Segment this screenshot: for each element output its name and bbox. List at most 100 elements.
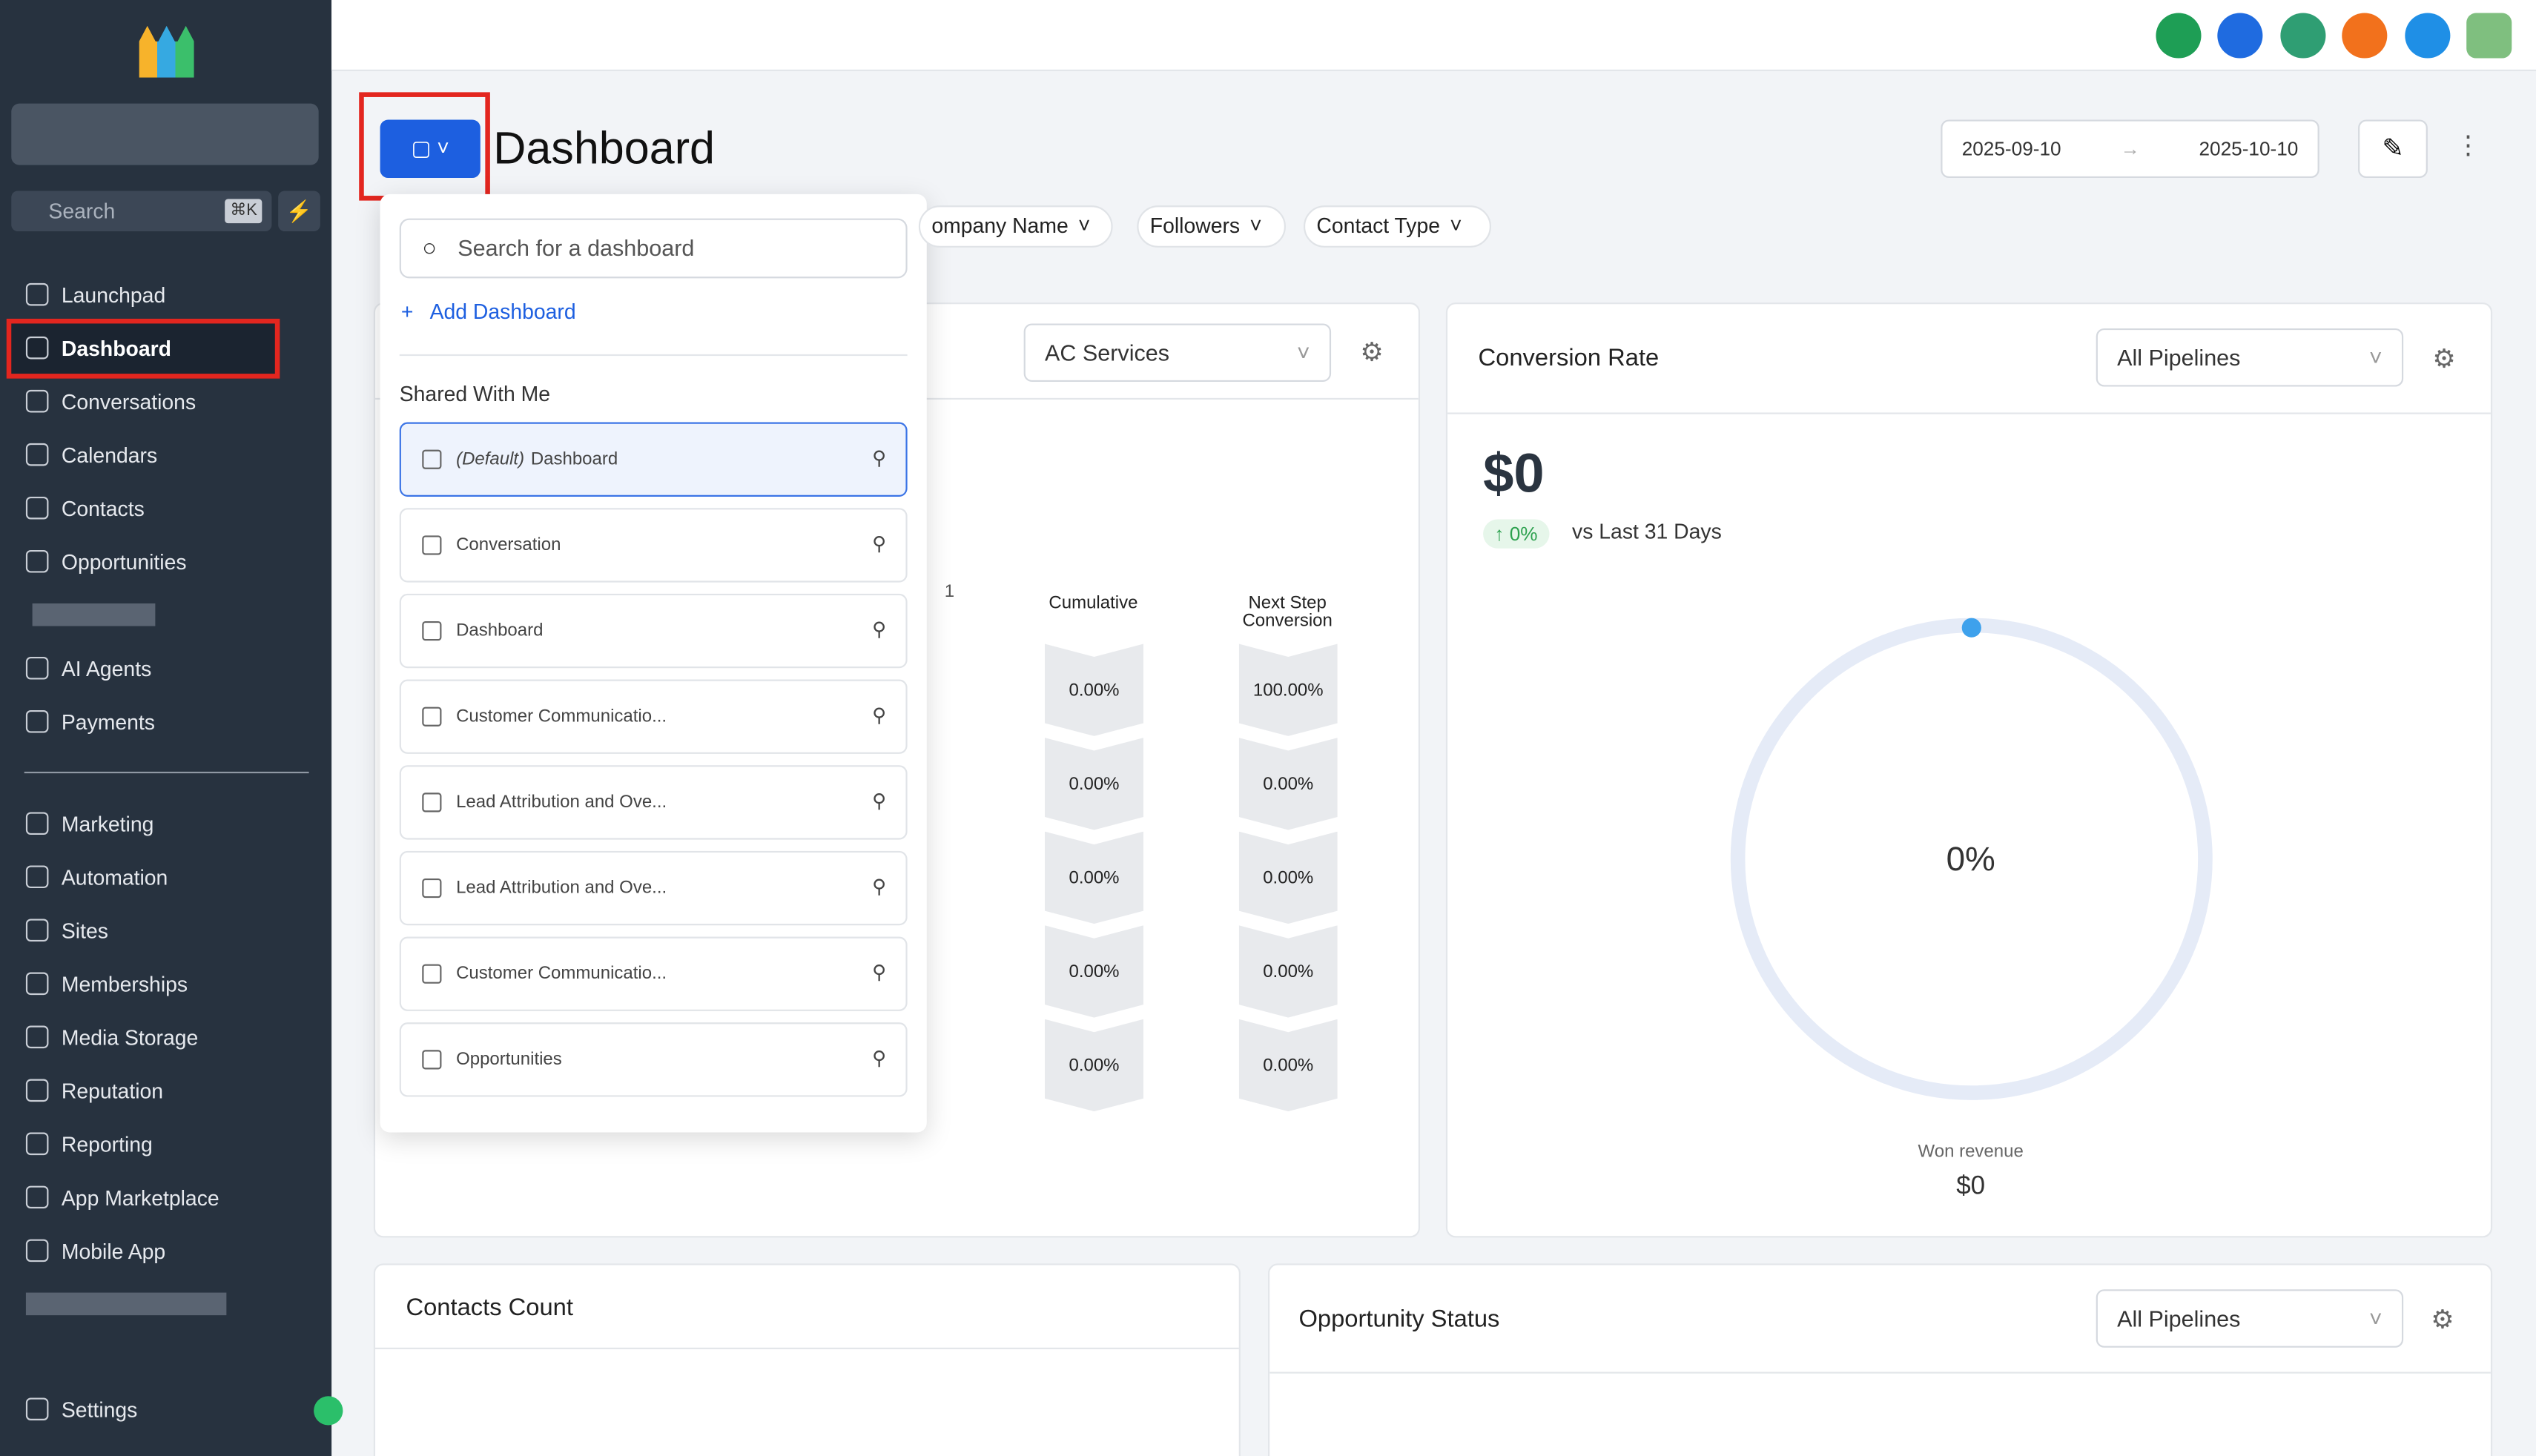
dashboard-item[interactable]: (Default) Dashboard ⚲ [399, 422, 908, 497]
nav-item[interactable]: Media Storage [25, 1019, 317, 1055]
nav-item[interactable]: Reporting [25, 1126, 317, 1162]
column-header: Next Step Conversion [1242, 593, 1333, 632]
nav-label: Automation [61, 864, 168, 890]
filter[interactable]: ompany Name ˅ [918, 205, 1113, 248]
item-label: Opportunities [456, 1050, 562, 1070]
pin-button[interactable]: ⚲ [872, 961, 887, 984]
change-badge: ↑ 0% [1483, 519, 1549, 549]
funnel-cell: 0.00% [1239, 832, 1338, 924]
nav-label: AI Agents [61, 655, 152, 681]
nav-label: Reporting [61, 1131, 153, 1156]
nav-label: Contacts [61, 495, 145, 520]
pin-button[interactable]: ⚲ [872, 789, 887, 813]
pin-button[interactable]: ⚲ [872, 1046, 887, 1070]
dashboard-item[interactable]: Customer Communicatio... ⚲ [399, 679, 908, 754]
dashboard-item[interactable]: Opportunities ⚲ [399, 1022, 908, 1097]
more-button[interactable]: ⋮ [2454, 132, 2481, 161]
top-bar [331, 0, 2536, 72]
nav-item[interactable]: Marketing [25, 806, 317, 841]
profile-button[interactable] [2466, 13, 2512, 59]
funnel-cell: 100.00% [1239, 644, 1338, 736]
nav-item[interactable]: AI Agents [25, 650, 317, 686]
funnel-cell: 0.00% [1045, 925, 1143, 1017]
won-value: $0 [1956, 1173, 1986, 1201]
nav-item[interactable]: Settings [25, 1392, 317, 1427]
nav-item[interactable]: Calendars [25, 437, 317, 472]
sidebar: Search ⌘K ⚡ Settings Launchpad Dashboard Co… [0, 0, 343, 1456]
dropdown-search[interactable]: ○ Search for a dashboard [399, 218, 908, 279]
settings-button[interactable]: ⚙ [2431, 1307, 2454, 1335]
item-label: Dashboard [530, 449, 618, 469]
column-header: 1 [944, 582, 955, 602]
select-value: All Pipelines [2117, 1306, 2241, 1331]
pin-button[interactable]: ⚲ [872, 618, 887, 641]
filter[interactable]: Followers ˅ [1137, 205, 1286, 248]
add-dashboard[interactable]: + Add Dashboard [400, 299, 576, 324]
nav-item[interactable]: Conversations [25, 383, 317, 419]
notifications-button[interactable] [2342, 13, 2388, 59]
select[interactable]: All Pipelines ˅ [2096, 1289, 2404, 1348]
dashboard-item[interactable]: Customer Communicatio... ⚲ [399, 936, 908, 1011]
nav-item[interactable]: Payments [25, 704, 317, 739]
dashboard-item[interactable]: Conversation ⚲ [399, 508, 908, 583]
filter-label: ompany Name [931, 214, 1069, 238]
date-range[interactable]: 2025-09-10 → 2025-10-10 [1941, 119, 2319, 179]
highlight-box [6, 318, 280, 379]
nav-item[interactable]: Opportunities [25, 543, 317, 579]
gauge-marker [1961, 618, 1981, 638]
item-label: Lead Attribution and Ove... [456, 878, 667, 899]
search[interactable]: Search ⌘K [11, 191, 272, 232]
contacts-card: Contacts Count [373, 1263, 1241, 1456]
nav-label: App Marketplace [61, 1185, 219, 1210]
nav-item[interactable]: App Marketplace [25, 1179, 317, 1215]
pin-button[interactable]: ⚲ [872, 446, 887, 469]
period: vs Last 31 Days [1572, 519, 1722, 544]
gauge-value: 0% [1946, 841, 1995, 878]
dashboard-item[interactable]: Lead Attribution and Ove... ⚲ [399, 850, 908, 926]
shortcut: ⌘K [225, 199, 262, 224]
select-value: All Pipelines [2117, 344, 2241, 371]
phone-button[interactable] [2156, 13, 2202, 59]
item-label: Lead Attribution and Ove... [456, 792, 667, 813]
collapse-button[interactable] [314, 1396, 343, 1426]
funnel-cell: 0.00% [1239, 1019, 1338, 1111]
chevron: ˅ [1249, 214, 1262, 238]
edit-button[interactable]: ✎ [2358, 119, 2428, 179]
select[interactable]: AC Services ˅ [1023, 323, 1332, 383]
select-value: AC Services [1045, 340, 1170, 366]
funnel-cell: 0.00% [1239, 925, 1338, 1017]
dashboard-item[interactable]: Lead Attribution and Ove... ⚲ [399, 765, 908, 840]
amount: $0 [1483, 443, 1545, 505]
pin-button[interactable]: ⚲ [872, 704, 887, 727]
nav-item[interactable]: Automation [25, 859, 317, 895]
date-end: 2025-10-10 [2199, 137, 2299, 161]
nav-label: Marketing [61, 811, 154, 836]
nav-item[interactable]: Sites [25, 913, 317, 948]
dashboard-switcher[interactable]: ▢ ˅ [380, 119, 481, 179]
account-switcher[interactable] [11, 103, 319, 165]
nav-item[interactable]: Dashboard [25, 330, 317, 365]
nav-item[interactable]: Contacts [25, 490, 317, 526]
nav-item[interactable]: Memberships [25, 966, 317, 1002]
help-button[interactable] [2405, 13, 2451, 59]
pin-button[interactable]: ⚲ [872, 532, 887, 555]
select[interactable]: All Pipelines ˅ [2096, 328, 2404, 387]
dashboard-item[interactable]: Dashboard ⚲ [399, 593, 908, 669]
ai-button[interactable] [2217, 13, 2263, 59]
announcements-button[interactable] [2280, 13, 2326, 59]
filter[interactable]: Contact Type ˅ [1303, 205, 1491, 248]
nav-item[interactable]: Reputation [25, 1073, 317, 1108]
settings-button[interactable]: ⚙ [2432, 345, 2456, 374]
nav-item[interactable]: Mobile App [25, 1233, 317, 1268]
pin-button[interactable]: ⚲ [872, 875, 887, 899]
settings-button[interactable]: ⚙ [1360, 340, 1384, 368]
page-title: Dashboard [493, 122, 716, 173]
nav-label: Launchpad [61, 282, 166, 307]
logo [139, 25, 194, 78]
quick-action[interactable]: ⚡ [278, 191, 320, 232]
nav-label: Memberships [61, 971, 188, 996]
default-tag: (Default) [456, 449, 525, 469]
nav-item[interactable]: Launchpad [25, 277, 317, 312]
change: 0% [1509, 522, 1538, 546]
